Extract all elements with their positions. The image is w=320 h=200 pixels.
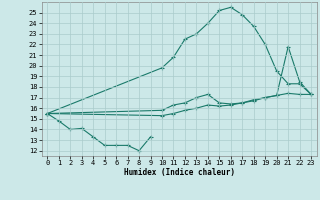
X-axis label: Humidex (Indice chaleur): Humidex (Indice chaleur) — [124, 168, 235, 177]
